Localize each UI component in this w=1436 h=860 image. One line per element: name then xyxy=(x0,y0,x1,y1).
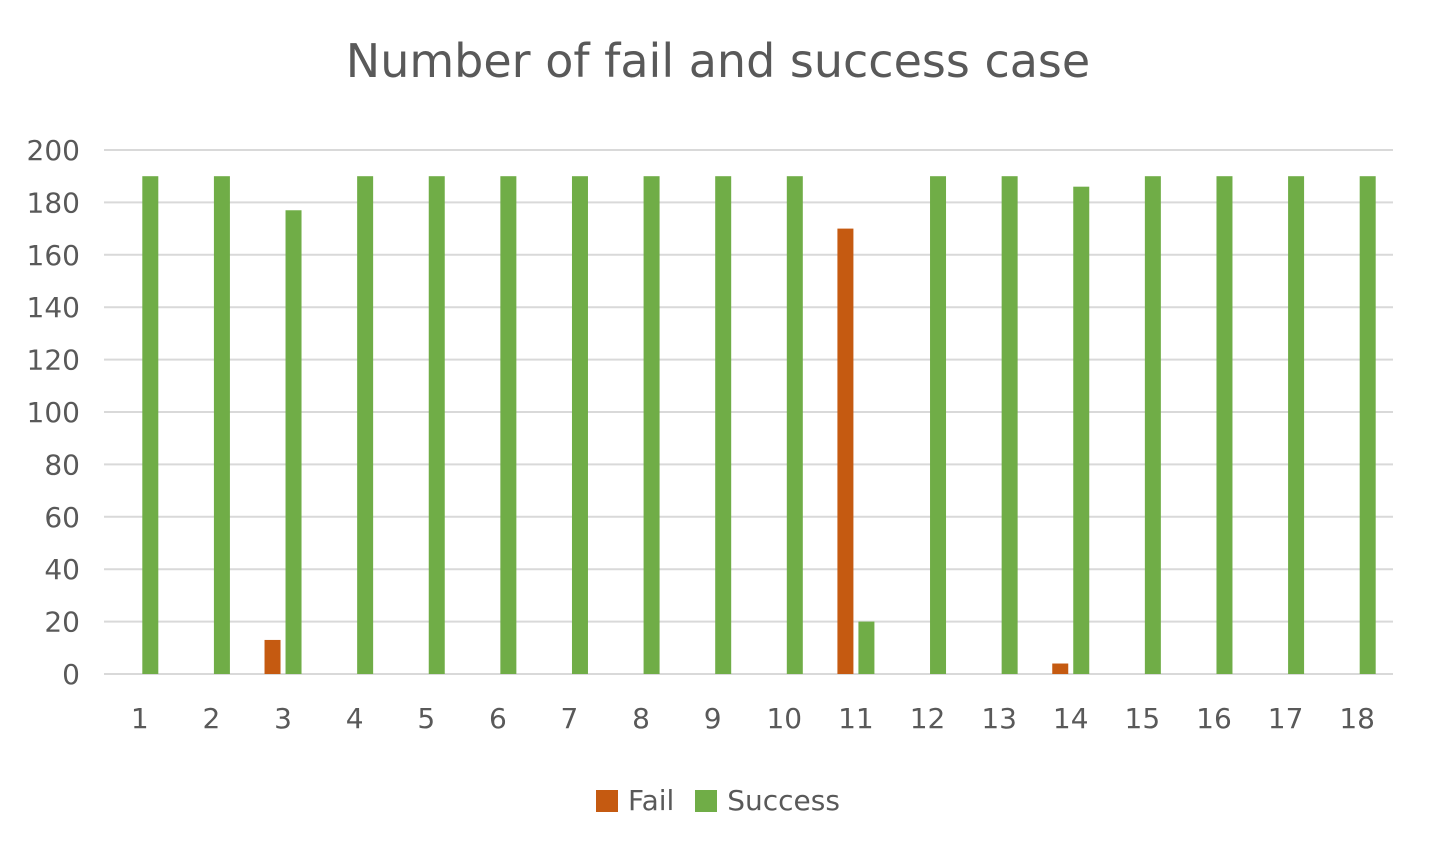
bar-success-14 xyxy=(1073,186,1090,674)
bar-success-8 xyxy=(643,176,660,674)
y-tick-label: 40 xyxy=(44,553,80,586)
x-tick-label: 12 xyxy=(910,702,946,735)
x-tick-label: 17 xyxy=(1268,702,1304,735)
bar-success-7 xyxy=(571,176,588,674)
legend-item-fail: Fail xyxy=(596,784,674,817)
y-tick-label: 60 xyxy=(44,501,80,534)
x-tick-label: 4 xyxy=(346,702,364,735)
legend-label-fail: Fail xyxy=(628,784,675,817)
x-tick-label: 5 xyxy=(417,702,435,735)
bar-success-16 xyxy=(1216,176,1233,674)
x-tick-label: 7 xyxy=(561,702,579,735)
x-tick-label: 6 xyxy=(489,702,507,735)
chart-title: Number of fail and success case xyxy=(345,34,1091,88)
bar-success-2 xyxy=(213,176,230,674)
x-tick-labels: 1 2 3 4 5 6 7 8 9 10 11 12 13 14 15 16 17 18 xyxy=(131,702,1375,735)
bar-success-1 xyxy=(142,176,159,674)
bar-success-3 xyxy=(285,210,302,674)
x-tick-label: 11 xyxy=(838,702,874,735)
bar-fail-14 xyxy=(1052,663,1069,674)
y-tick-label: 0 xyxy=(62,658,80,691)
y-tick-label: 180 xyxy=(27,186,80,219)
bar-success-12 xyxy=(930,176,947,674)
legend-swatch-success xyxy=(695,789,718,812)
bar-success-13 xyxy=(1001,176,1018,674)
bar-success-5 xyxy=(428,176,445,674)
y-tick-label: 120 xyxy=(27,344,80,377)
x-tick-label: 10 xyxy=(766,702,802,735)
gridlines xyxy=(104,149,1393,675)
legend-swatch-fail xyxy=(596,789,619,812)
bar-success-10 xyxy=(786,176,803,674)
x-tick-label: 9 xyxy=(704,702,722,735)
y-tick-label: 80 xyxy=(44,448,80,481)
x-tick-label: 1 xyxy=(131,702,149,735)
y-tick-label: 100 xyxy=(27,396,80,429)
bar-fail-3 xyxy=(264,639,281,674)
bar-success-6 xyxy=(500,176,517,674)
bar-success-17 xyxy=(1288,176,1305,674)
y-tick-labels: 0 20 40 60 80 100 120 140 160 180 200 xyxy=(27,134,80,691)
legend-label-success: Success xyxy=(727,784,840,817)
x-tick-label: 14 xyxy=(1053,702,1089,735)
x-tick-label: 8 xyxy=(632,702,650,735)
y-tick-label: 20 xyxy=(44,606,80,639)
legend: Fail Success xyxy=(0,784,1436,819)
bar-success-4 xyxy=(357,176,374,674)
x-tick-label: 2 xyxy=(203,702,221,735)
y-tick-label: 200 xyxy=(27,134,80,167)
bar-fail-11 xyxy=(837,228,854,674)
y-tick-label: 140 xyxy=(27,291,80,324)
bars xyxy=(142,176,1376,674)
x-tick-label: 3 xyxy=(274,702,292,735)
y-tick-label: 160 xyxy=(27,239,80,272)
bar-success-18 xyxy=(1359,176,1376,674)
bar-success-15 xyxy=(1144,176,1161,674)
x-tick-label: 13 xyxy=(981,702,1017,735)
legend-item-success: Success xyxy=(695,784,840,817)
x-tick-label: 18 xyxy=(1339,702,1375,735)
bar-success-11 xyxy=(858,621,875,674)
x-tick-label: 15 xyxy=(1125,702,1161,735)
bar-success-9 xyxy=(715,176,732,674)
x-tick-label: 16 xyxy=(1196,702,1232,735)
